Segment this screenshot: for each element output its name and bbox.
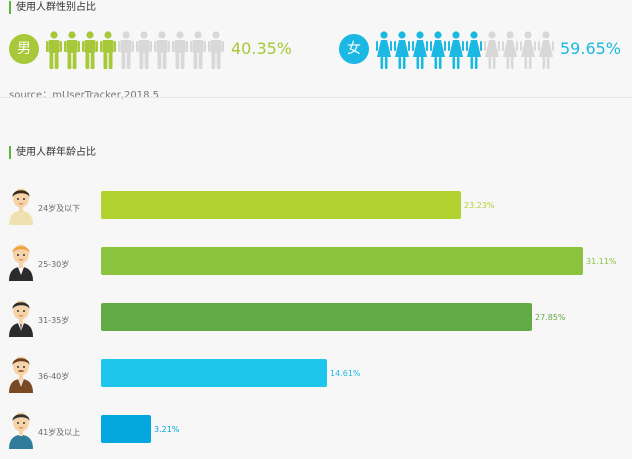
source-note: source：mUserTracker,2018.5 — [9, 90, 159, 101]
age-bar-value: 23.23% — [464, 201, 495, 210]
female-person-icon — [466, 31, 482, 69]
age-bar — [101, 247, 583, 275]
age-label: 25-30岁 — [38, 260, 70, 269]
female-person-icon — [430, 31, 446, 69]
age-label: 41岁及以上 — [38, 428, 81, 437]
male-person-icon — [172, 31, 188, 69]
male-person-icon — [100, 31, 116, 69]
gender-section-title: 使用人群性别占比 — [9, 1, 96, 14]
blond-man-avatar-icon — [6, 239, 36, 281]
female-person-icon — [538, 31, 554, 69]
section-divider — [0, 97, 632, 98]
age-row: 41岁及以上 3.21% — [0, 407, 632, 459]
age-section-title: 使用人群年龄占比 — [9, 146, 96, 159]
female-person-icon — [520, 31, 536, 69]
female-person-icon — [412, 31, 428, 69]
female-person-icon — [448, 31, 464, 69]
female-person-icon — [502, 31, 518, 69]
male-person-icon — [46, 31, 62, 69]
male-person-icon — [190, 31, 206, 69]
age-bar — [101, 359, 327, 387]
age-bar — [101, 303, 532, 331]
female-person-icon — [484, 31, 500, 69]
age-label: 36-40岁 — [38, 372, 70, 381]
young-man-avatar-icon — [6, 183, 36, 225]
age-bar — [101, 191, 461, 219]
suited-man-avatar-icon — [6, 295, 36, 337]
male-badge: 男 — [9, 34, 39, 64]
male-person-icon — [64, 31, 80, 69]
age-row: 36-40岁 14.61% — [0, 351, 632, 403]
female-badge: 女 — [339, 34, 369, 64]
male-percent: 40.35% — [231, 39, 293, 58]
age-bar-value: 14.61% — [330, 369, 361, 378]
age-bar-value: 3.21% — [154, 425, 180, 434]
age-bar-value: 31.11% — [586, 257, 617, 266]
age-label: 31-35岁 — [38, 316, 70, 325]
female-person-icon — [394, 31, 410, 69]
age-label: 24岁及以下 — [38, 204, 81, 213]
age-bar-value: 27.85% — [535, 313, 566, 322]
age-row: 24岁及以下 23.23% — [0, 183, 632, 235]
male-person-icon — [154, 31, 170, 69]
mustache-man-avatar-icon — [6, 351, 36, 393]
female-person-icon — [376, 31, 392, 69]
age-row: 31-35岁 27.85% — [0, 295, 632, 347]
male-person-icon — [208, 31, 224, 69]
age-row: 25-30岁 31.11% — [0, 239, 632, 291]
male-person-icon — [82, 31, 98, 69]
male-people-icons — [46, 31, 224, 69]
age-bar — [101, 415, 151, 443]
male-person-icon — [118, 31, 134, 69]
female-people-icons — [376, 31, 554, 69]
older-man-avatar-icon — [6, 407, 36, 449]
male-person-icon — [136, 31, 152, 69]
female-percent: 59.65% — [560, 39, 622, 58]
